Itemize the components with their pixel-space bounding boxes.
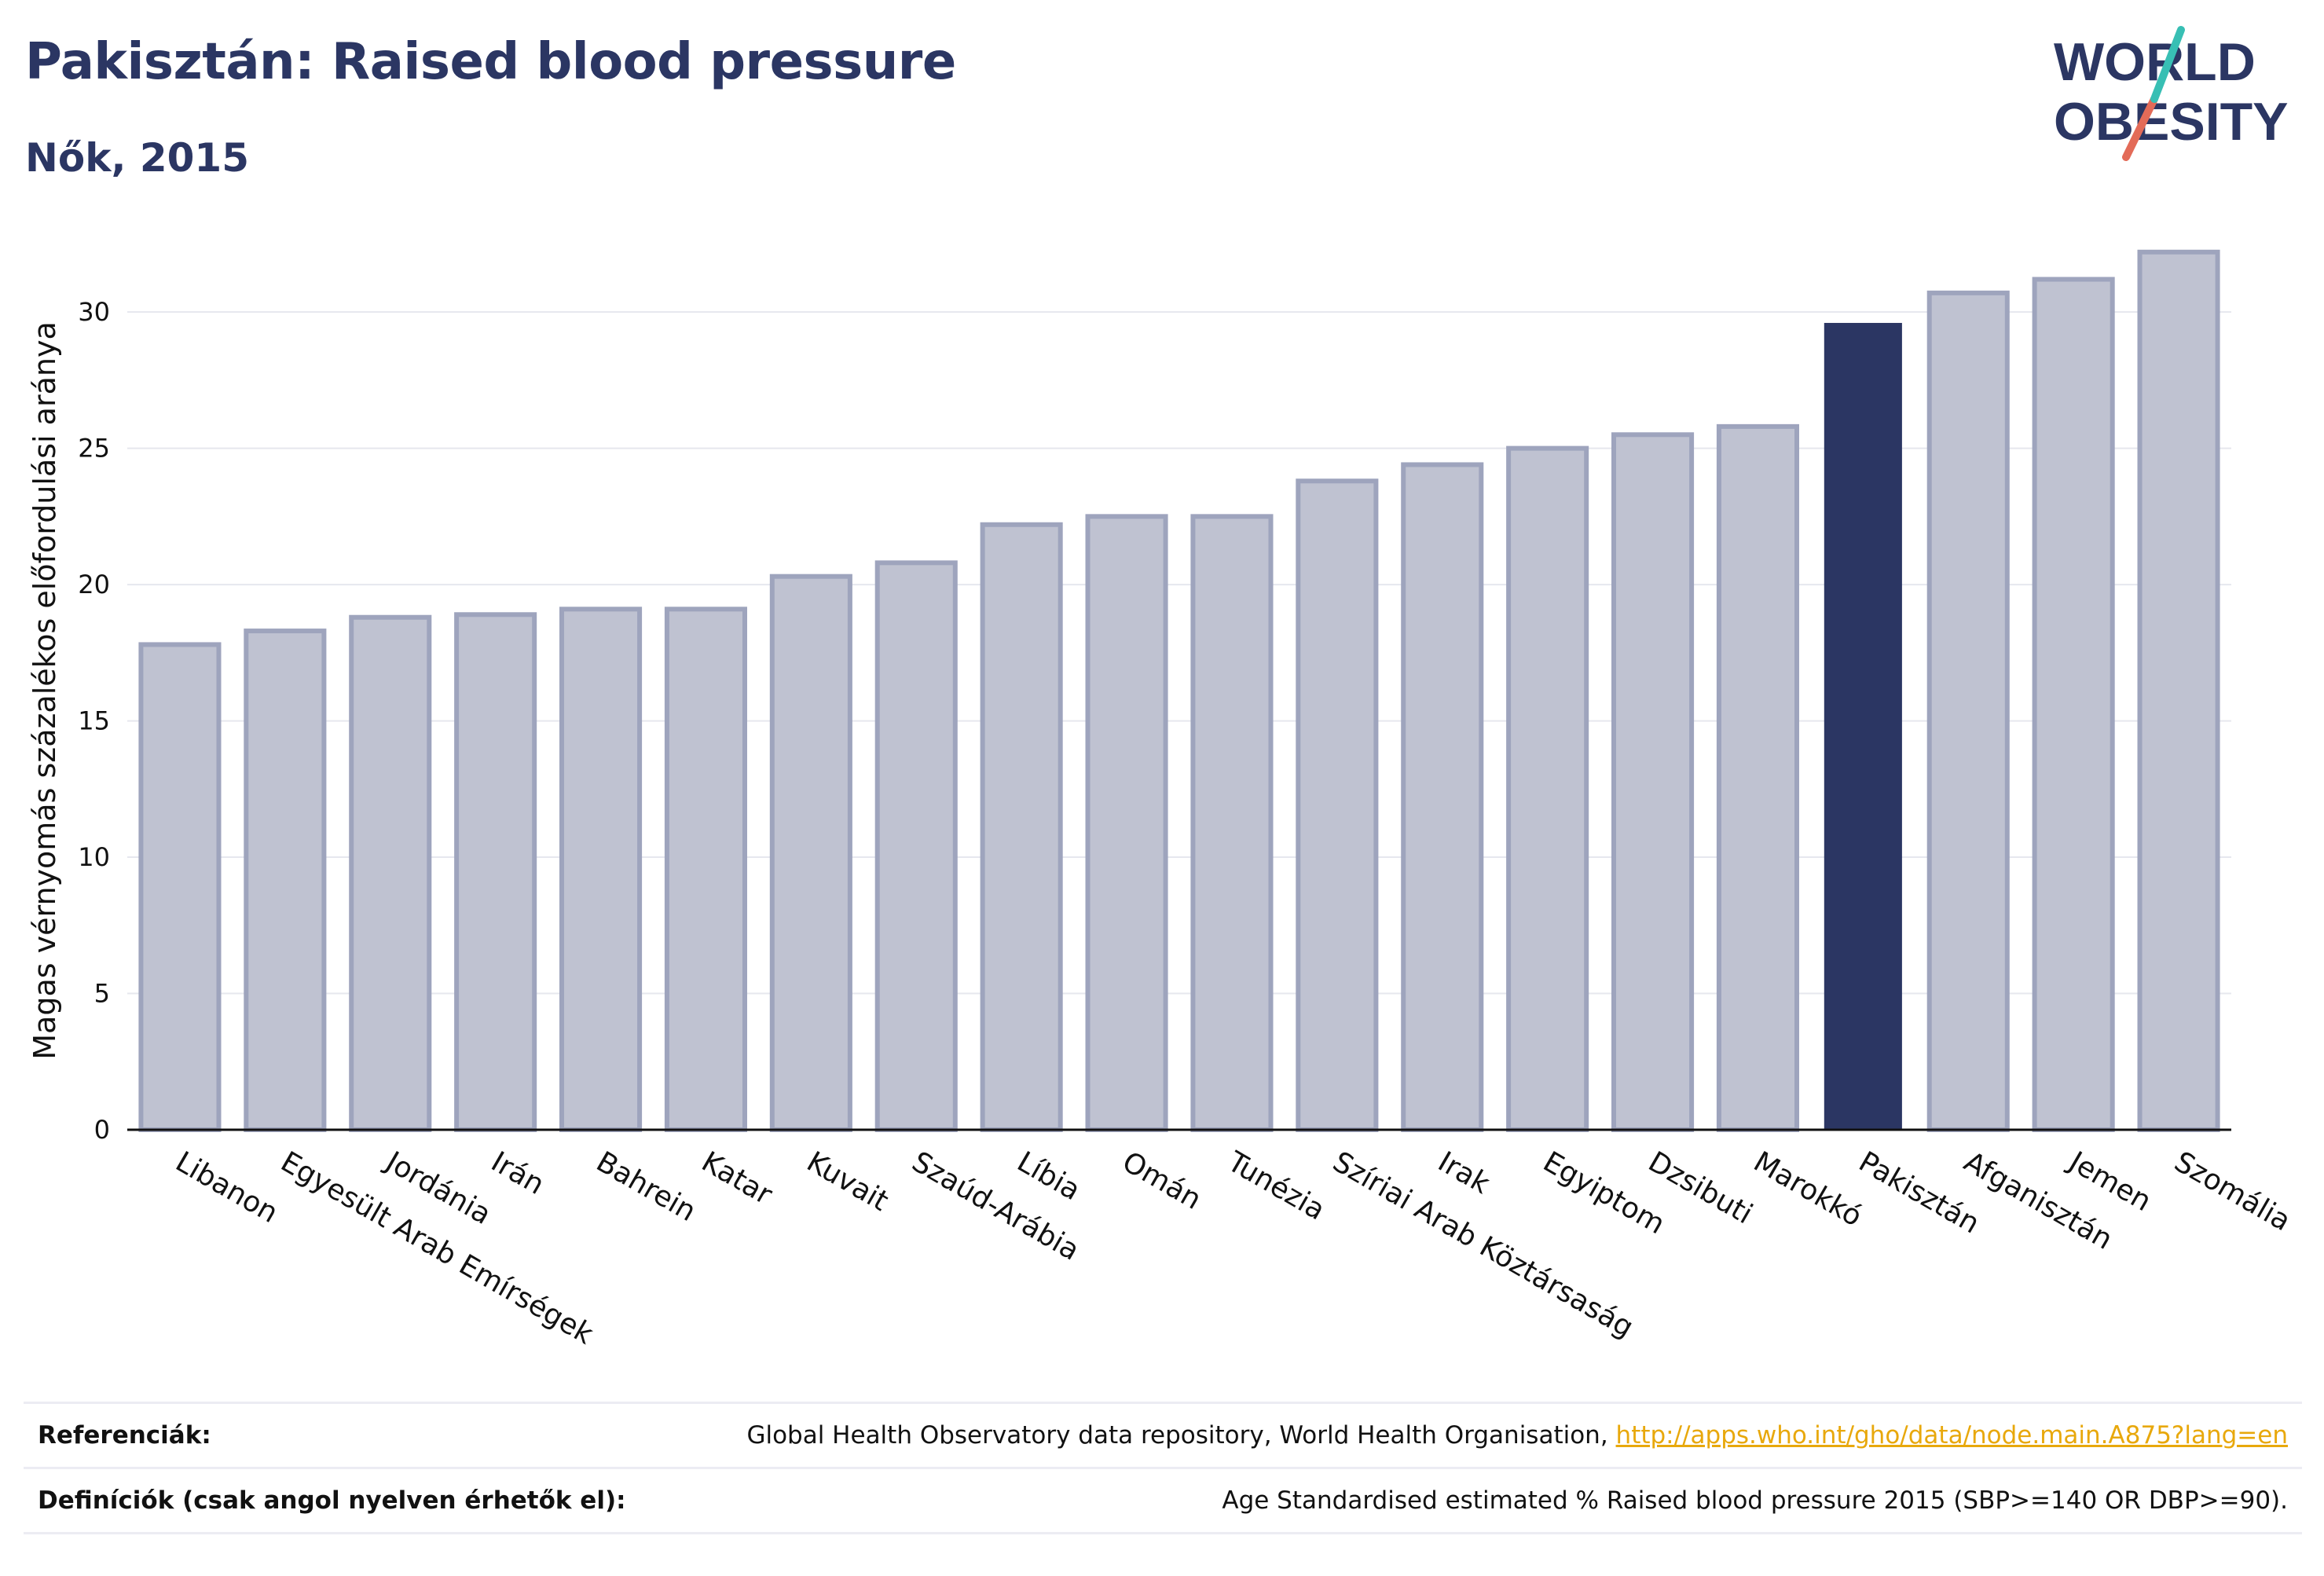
bar: [1190, 514, 1274, 1132]
y-tick-label: 0: [94, 1115, 110, 1145]
y-tick-label: 25: [78, 434, 110, 464]
bar: [664, 607, 747, 1132]
references-text: Global Health Observatory data repositor…: [746, 1421, 1616, 1450]
footer: Referenciák: Global Health Observatory d…: [24, 1402, 2302, 1534]
y-tick-label: 10: [78, 842, 110, 872]
chart-subtitle: Nők, 2015: [25, 135, 250, 181]
y-tick-label: 15: [78, 706, 110, 736]
definitions-label: Definíciók (csak angol nyelven érhetők e…: [38, 1486, 626, 1515]
bar: [1716, 423, 1799, 1132]
x-tick-label: Irak: [1432, 1145, 1495, 1200]
bar: [349, 614, 432, 1132]
footer-definitions-row: Definíciók (csak angol nyelven érhetők e…: [24, 1467, 2302, 1534]
chart-title: Pakisztán: Raised blood pressure: [25, 33, 956, 91]
logo-slash-bottom: [2122, 95, 2158, 161]
x-tick-label: Omán: [1117, 1145, 1207, 1216]
bar: [454, 612, 537, 1132]
bar: [244, 629, 327, 1132]
bar: [1401, 462, 1484, 1132]
x-tick-label: Bahrein: [591, 1145, 701, 1228]
y-tick-label: 20: [78, 570, 110, 599]
bar: [559, 607, 643, 1132]
y-tick-label: 30: [78, 297, 110, 327]
bars: [138, 249, 2220, 1133]
bar-highlighted: [1824, 323, 1902, 1130]
bar: [138, 642, 222, 1132]
y-axis-title: Magas vérnyomás százalékos előfordulási …: [27, 321, 62, 1059]
bar: [1611, 432, 1695, 1132]
logo-line2: OBESITY: [2054, 92, 2289, 152]
bar: [980, 522, 1063, 1132]
bar: [769, 574, 852, 1132]
definitions-text: Age Standardised estimated % Raised bloo…: [1222, 1486, 2288, 1515]
references-link[interactable]: http://apps.who.int/gho/data/node.main.A…: [1615, 1421, 2288, 1450]
bar: [1506, 445, 1589, 1132]
x-tick-label: Katar: [696, 1145, 778, 1211]
x-tick-label: Líbia: [1012, 1145, 1086, 1207]
x-tick-label: Libanon: [170, 1145, 283, 1230]
x-tick-label: Kuvait: [801, 1145, 894, 1218]
bar: [2137, 249, 2220, 1133]
x-tick-label: Pakisztán: [1853, 1145, 1985, 1240]
world-obesity-logo: WORLD OBESITY: [2054, 26, 2289, 161]
gridlines: [127, 311, 2231, 995]
references-label: Referenciák:: [38, 1421, 211, 1450]
bar: [2032, 277, 2115, 1132]
y-tick-label: 5: [94, 979, 110, 1009]
bar: [1085, 514, 1168, 1132]
references-value: Global Health Observatory data repositor…: [746, 1421, 2302, 1450]
bar: [1926, 290, 2010, 1132]
footer-references-row: Referenciák: Global Health Observatory d…: [24, 1402, 2302, 1467]
bar: [1296, 478, 1379, 1132]
logo-line1: WORLD: [2054, 32, 2256, 92]
x-tick-label: Szomália: [2169, 1145, 2297, 1237]
bar: [874, 560, 958, 1132]
logo-slash-top: [2150, 26, 2185, 103]
x-tick-label: Marokkó: [1748, 1145, 1868, 1233]
x-tick-label: Tunézia: [1222, 1145, 1331, 1227]
x-tick-label: Irán: [486, 1145, 549, 1201]
